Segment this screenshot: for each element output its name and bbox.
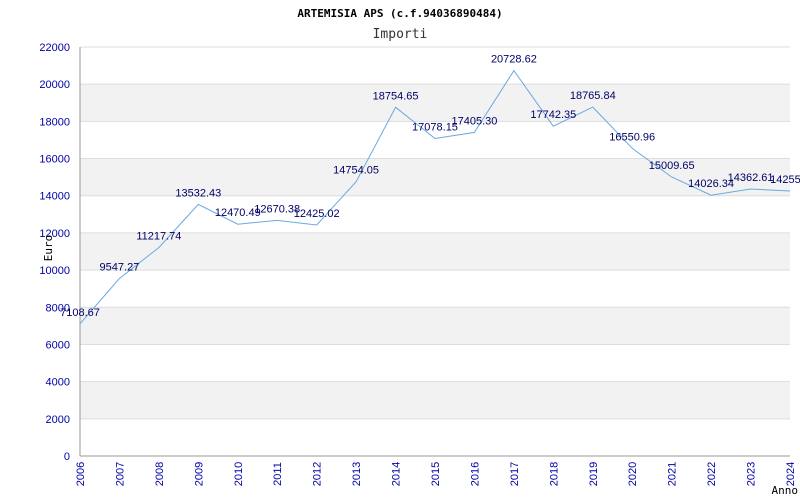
x-axis-label: Anno: [772, 484, 799, 497]
data-label: 12670.38: [254, 203, 300, 215]
y-tick-label: 12000: [39, 228, 70, 240]
x-tick-label: 2018: [548, 462, 560, 486]
x-tick-label: 2017: [509, 462, 521, 486]
y-tick-label: 18000: [39, 116, 70, 128]
data-label: 15009.65: [649, 160, 695, 172]
grid-band: [80, 232, 790, 271]
x-tick-label: 2013: [351, 462, 363, 486]
data-label: 13532.43: [175, 187, 221, 199]
grid-bands: [80, 84, 790, 419]
data-label: 9547.27: [100, 262, 140, 274]
x-tick-label: 2016: [469, 462, 481, 486]
data-label: 17078.15: [412, 122, 458, 134]
x-tick-label: 2011: [272, 462, 284, 486]
x-tick-label: 2010: [233, 462, 245, 486]
y-tick-label: 10000: [39, 265, 70, 277]
data-label: 11217.74: [136, 230, 181, 242]
data-label: 14754.05: [333, 165, 379, 177]
x-tick-label: 2015: [430, 462, 442, 486]
x-tick-label: 2019: [588, 462, 600, 486]
y-tick-label: 0: [64, 451, 70, 463]
grid-band: [80, 381, 790, 419]
y-tick-labels: 0 2000 4000 6000 8000 10000 12000 14000 16000 180…: [39, 42, 70, 463]
x-tick-label: 2008: [154, 462, 166, 486]
x-tick-label: 2023: [746, 462, 758, 486]
data-label: 14255.7: [770, 174, 800, 186]
y-tick-label: 6000: [46, 339, 70, 351]
y-tick-label: 20000: [39, 79, 70, 91]
series-group: [79, 69, 791, 325]
data-label: 14026.34: [688, 178, 734, 190]
data-label: 16550.96: [609, 131, 655, 143]
grid-band: [80, 84, 790, 122]
x-tick-label: 2007: [114, 462, 126, 486]
gridlines: [80, 46, 790, 457]
data-labels: 7108.679547.2711217.7413532.4312470.4912…: [60, 54, 800, 319]
x-tick-label: 2021: [667, 462, 679, 486]
y-tick-label: 22000: [39, 42, 70, 54]
y-tick-label: 2000: [46, 414, 70, 426]
data-label: 20728.62: [491, 54, 537, 66]
data-label: 17405.30: [451, 115, 497, 127]
x-tick-label: 2014: [391, 462, 403, 486]
y-tick-label: 14000: [39, 191, 70, 203]
data-label: 12425.02: [294, 208, 340, 220]
chart-subtitle: Importi: [373, 27, 428, 42]
x-tick-labels: 2006 2007 2008 2009 2010 2011 2012 2013 2014 2015…: [75, 462, 797, 486]
y-tick-label: 8000: [46, 302, 70, 314]
data-label: 18754.65: [373, 90, 419, 102]
x-tick-label: 2024: [785, 462, 797, 486]
x-tick-label: 2009: [193, 462, 205, 486]
chart-title: ARTEMISIA APS (c.f.94036890484): [297, 7, 502, 20]
y-tick-label: 4000: [46, 377, 70, 389]
data-label: 14362.61: [728, 172, 774, 184]
series-line: [79, 69, 791, 325]
x-tick-label: 2020: [627, 462, 639, 486]
data-label: 18765.84: [570, 90, 616, 102]
data-label: 17742.35: [530, 109, 576, 121]
data-label: 7108.67: [60, 307, 100, 319]
data-label: 12470.49: [215, 207, 261, 219]
x-tick-label: 2022: [706, 462, 718, 486]
grid-band: [80, 307, 790, 345]
x-tick-label: 2006: [75, 462, 87, 486]
y-axis-label: Euro: [42, 235, 55, 262]
x-tick-label: 2012: [312, 462, 324, 486]
axes: [79, 47, 790, 457]
y-tick-label: 16000: [39, 154, 70, 166]
